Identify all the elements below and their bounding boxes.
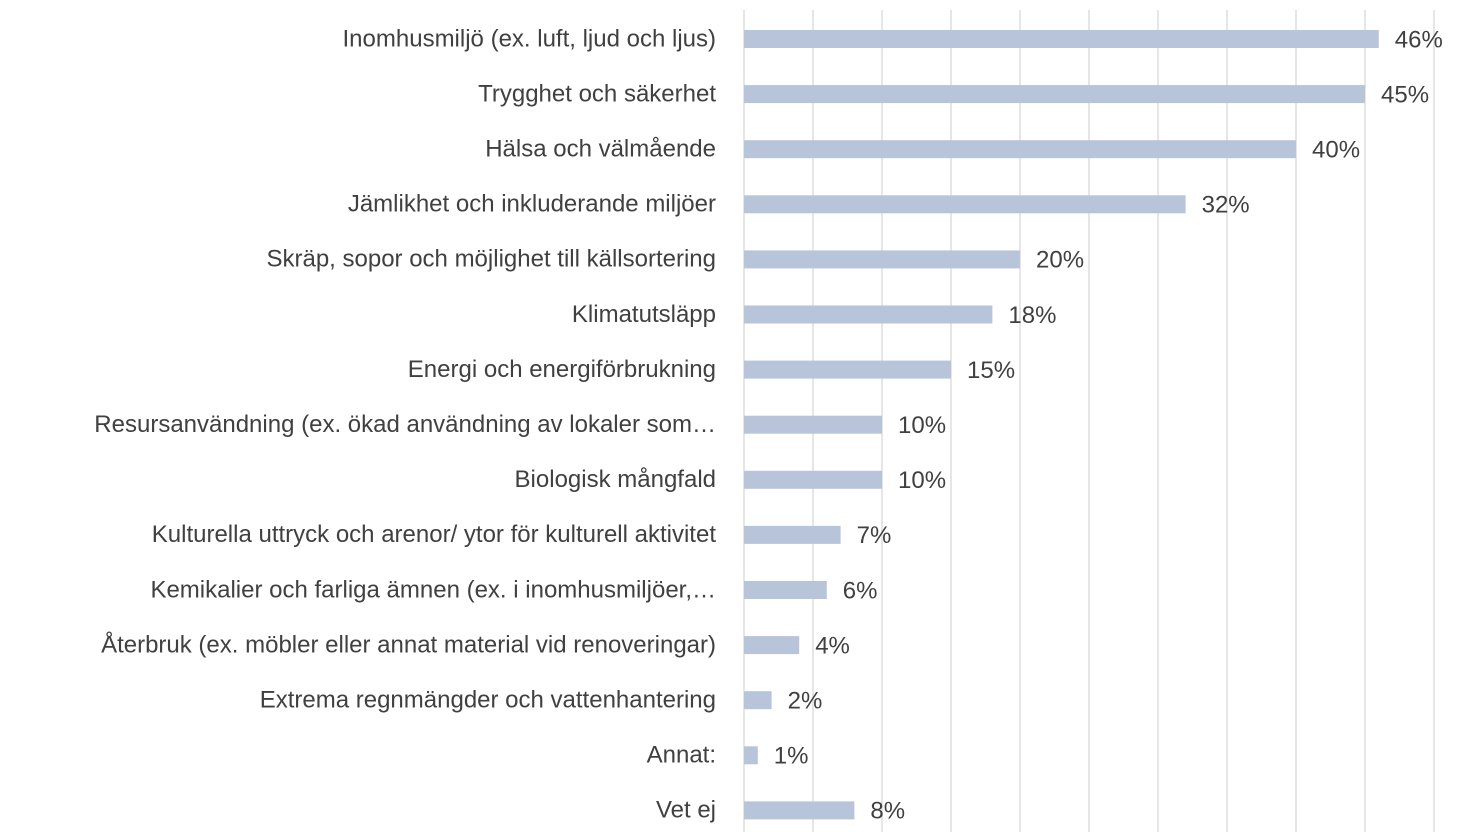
data-label: 45%	[1381, 81, 1429, 108]
bar	[744, 140, 1296, 159]
data-label: 10%	[898, 467, 946, 494]
category-label: Biologisk mångfald	[515, 466, 716, 493]
category-label: Kemikalier och farliga ämnen (ex. i inom…	[150, 576, 716, 603]
data-label: 20%	[1036, 247, 1084, 274]
data-label: 32%	[1202, 192, 1250, 219]
bar	[744, 691, 772, 710]
bar	[744, 360, 951, 379]
category-label: Kulturella uttryck och arenor/ ytor för …	[152, 521, 717, 548]
category-label: Skräp, sopor och möjlighet till källsort…	[266, 246, 716, 273]
bar	[744, 525, 841, 544]
bar	[744, 30, 1379, 48]
data-label: 2%	[788, 688, 823, 715]
bar	[744, 581, 827, 599]
bar	[744, 305, 993, 324]
bar	[744, 636, 800, 655]
category-label: Inomhusmiljö (ex. luft, ljud och ljus)	[343, 25, 716, 52]
bar	[744, 746, 758, 765]
data-label: 15%	[967, 357, 1015, 384]
category-label: Resursanvändning (ex. ökad användning av…	[94, 411, 716, 438]
data-label: 7%	[857, 522, 892, 549]
bar	[744, 415, 882, 434]
data-label: 46%	[1395, 26, 1443, 53]
data-label: 1%	[774, 743, 809, 770]
data-label: 10%	[898, 412, 946, 439]
category-label: Extrema regnmängder och vattenhantering	[260, 687, 716, 714]
category-label: Energi och energiförbrukning	[408, 356, 716, 383]
data-label: 18%	[1008, 302, 1056, 329]
data-label: 40%	[1312, 137, 1360, 164]
bar	[744, 801, 855, 820]
category-label: Klimatutsläpp	[572, 301, 716, 328]
category-label: Hälsa och välmående	[485, 136, 716, 163]
bar	[744, 85, 1365, 104]
bar	[744, 195, 1186, 214]
category-label: Trygghet och säkerhet	[478, 80, 716, 107]
category-label: Vet ej	[656, 797, 716, 824]
data-label: 8%	[870, 798, 905, 825]
bar	[744, 470, 882, 489]
data-label: 4%	[815, 632, 850, 659]
category-label: Återbruk (ex. möbler eller annat materia…	[101, 630, 716, 658]
category-label: Jämlikhet och inkluderande miljöer	[348, 191, 716, 218]
bar	[744, 250, 1020, 269]
category-label: Annat:	[647, 742, 716, 769]
data-label: 6%	[843, 577, 878, 604]
